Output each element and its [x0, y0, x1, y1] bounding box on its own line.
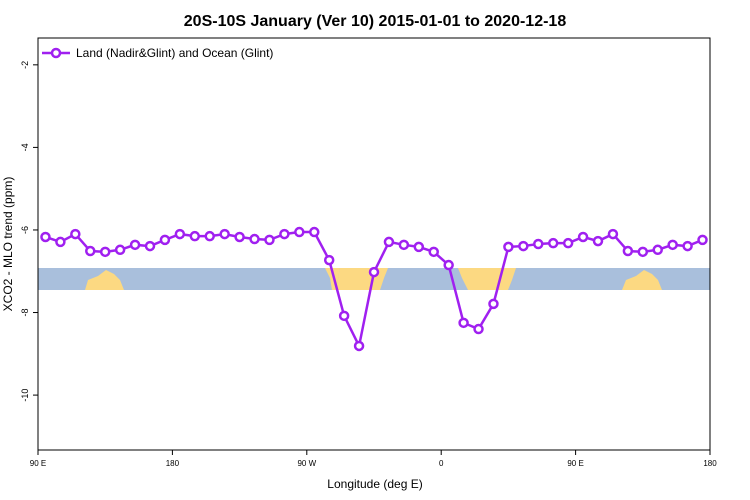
land-africa	[458, 268, 516, 290]
x-tick-label: 90 E	[30, 459, 46, 468]
legend-label: Land (Nadir&Glint) and Ocean (Glint)	[76, 46, 273, 60]
chart-title: 20S-10S January (Ver 10) 2015-01-01 to 2…	[184, 13, 567, 30]
data-point	[667, 239, 678, 251]
data-point	[488, 298, 499, 310]
land-south-america	[336, 268, 388, 290]
y-tick-label: -6	[20, 226, 30, 234]
data-point	[55, 236, 66, 248]
data-point	[622, 245, 634, 257]
data-point	[70, 228, 81, 240]
y-tick-label: -8	[20, 309, 30, 317]
x-axis-label: Longitude (deg E)	[327, 477, 422, 491]
data-point	[547, 237, 559, 249]
data-point	[458, 317, 469, 329]
data-point	[697, 234, 708, 246]
data-point	[428, 246, 439, 258]
data-point	[279, 228, 290, 240]
data-point	[309, 226, 320, 238]
y-tick-label: -10	[20, 389, 30, 402]
data-point	[159, 234, 171, 246]
x-tick-label: 180	[166, 459, 180, 468]
data-point	[443, 259, 454, 271]
data-point	[204, 230, 215, 242]
data-point	[99, 246, 111, 258]
data-point	[607, 228, 619, 240]
data-point	[353, 340, 365, 352]
data-point	[503, 241, 514, 253]
data-point	[174, 228, 186, 240]
data-point	[577, 231, 589, 243]
x-tick-label: 90 W	[297, 459, 316, 468]
data-point	[144, 240, 156, 252]
y-tick-label: -2	[20, 61, 30, 69]
plot-frame	[37, 37, 711, 451]
x-tick-label: 180	[703, 459, 717, 468]
data-point	[368, 266, 380, 278]
data-point	[592, 235, 604, 247]
data-point	[40, 231, 51, 243]
data-point	[219, 228, 230, 240]
land-australia-2	[622, 270, 662, 290]
x-tick-label: 0	[439, 459, 444, 468]
data-point	[383, 236, 395, 248]
data-point	[398, 239, 410, 251]
data-point	[637, 246, 649, 258]
data-point	[249, 233, 260, 245]
data-point	[652, 244, 663, 256]
data-point	[129, 239, 141, 251]
data-point	[338, 310, 350, 322]
data-point	[189, 230, 201, 242]
y-axis-label: XCO2 - MLO trend (ppm)	[1, 177, 15, 312]
legend-marker	[50, 47, 62, 59]
data-point	[234, 231, 245, 243]
data-point	[562, 237, 574, 249]
data-point	[264, 234, 275, 246]
data-point	[413, 241, 425, 253]
data-point	[518, 240, 529, 252]
land-australia	[85, 270, 124, 290]
x-tick-label: 90 E	[567, 459, 583, 468]
y-tick-label: -4	[20, 143, 30, 151]
data-point	[323, 254, 335, 266]
data-point	[473, 323, 484, 335]
data-point	[294, 226, 305, 238]
data-point	[533, 238, 544, 250]
data-point	[85, 245, 96, 257]
data-point	[114, 244, 126, 256]
data-point	[682, 240, 693, 252]
